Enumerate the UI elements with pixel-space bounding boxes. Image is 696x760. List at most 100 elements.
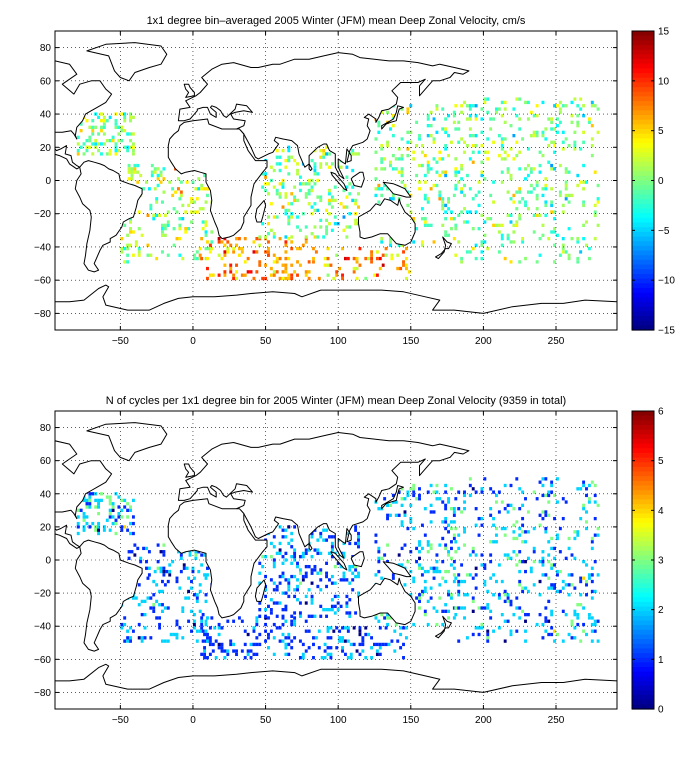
data-cell (438, 569, 442, 574)
data-cell (240, 246, 244, 251)
data-cell (310, 531, 314, 536)
data-cell (140, 599, 144, 604)
data-cell (287, 158, 291, 163)
data-cell (342, 571, 346, 575)
data-cell (326, 636, 330, 640)
data-cell (333, 581, 337, 585)
data-cell (348, 541, 352, 546)
data-cell (220, 646, 224, 650)
data-cell (325, 218, 329, 223)
data-cell (474, 573, 478, 577)
data-cell (403, 543, 407, 547)
data-cell (328, 608, 331, 612)
data-cell (168, 573, 172, 577)
data-cell (486, 603, 490, 607)
data-cell (590, 137, 594, 141)
data-cell (553, 629, 556, 633)
data-cell (179, 193, 183, 198)
data-cell (312, 246, 315, 251)
data-cell (426, 160, 430, 164)
data-cell (333, 215, 337, 219)
data-cell (474, 490, 478, 494)
data-cell (352, 256, 356, 261)
data-cell (457, 593, 461, 597)
data-cell (166, 253, 170, 257)
data-cell (357, 571, 360, 575)
data-cell (474, 210, 478, 214)
data-cell (412, 493, 416, 498)
x-tick-label: 0 (190, 715, 196, 726)
data-cell (471, 227, 475, 231)
data-cell (532, 130, 536, 134)
data-cell (587, 117, 591, 121)
data-cell (429, 543, 433, 547)
data-cell (298, 656, 302, 660)
data-cell (298, 581, 302, 585)
data-cell (547, 513, 551, 517)
data-cell (450, 596, 453, 600)
data-cell (346, 639, 350, 643)
data-cell (384, 642, 388, 647)
data-cell (503, 100, 507, 105)
data-cell (358, 652, 362, 657)
data-cell (100, 112, 103, 116)
data-cell (145, 566, 148, 570)
data-cell (547, 236, 551, 241)
data-cell (290, 215, 294, 219)
data-cell (358, 626, 362, 630)
data-cell (301, 642, 305, 647)
data-cell (441, 622, 445, 627)
data-cell (100, 152, 103, 156)
data-cell (296, 561, 299, 565)
data-cell (332, 629, 336, 633)
data-cell (284, 535, 288, 539)
data-cell (500, 170, 504, 174)
data-cell (149, 636, 153, 640)
data-cell (176, 187, 180, 191)
data-cell (396, 639, 400, 643)
land-north-america (55, 60, 113, 170)
data-cell (130, 167, 134, 171)
data-cell (85, 521, 89, 526)
data-cell (161, 609, 164, 613)
data-cell (567, 536, 571, 541)
data-cell (412, 157, 416, 161)
colorbar-tick-label: 5 (658, 456, 664, 467)
data-cell (272, 561, 276, 565)
data-cell (386, 516, 389, 521)
data-cell (126, 629, 130, 633)
data-cell (518, 97, 522, 101)
data-cell (296, 578, 299, 582)
data-cell (272, 601, 276, 605)
data-cell (290, 531, 294, 536)
data-cell (518, 127, 522, 131)
data-cell (284, 608, 288, 612)
data-cell (471, 150, 475, 154)
data-cell (261, 172, 265, 176)
data-cell (307, 629, 311, 633)
data-cell (325, 228, 329, 232)
data-cell (269, 273, 273, 277)
data-cell (441, 107, 445, 111)
data-cell (397, 243, 401, 247)
data-cell (272, 558, 276, 562)
data-cell (483, 233, 487, 237)
data-cell (558, 110, 562, 115)
data-cell (252, 642, 256, 647)
data-cell (444, 230, 448, 234)
data-cell (267, 192, 270, 196)
data-cell (576, 114, 580, 118)
data-cell (564, 583, 568, 587)
data-cell (355, 276, 359, 281)
data-cell (561, 516, 565, 521)
data-cell (497, 133, 501, 138)
data-cell (293, 619, 297, 623)
data-cells-southern-indian-acc (312, 626, 408, 660)
y-tick-label: 20 (40, 143, 52, 154)
data-cell (486, 97, 490, 101)
data-cell (88, 135, 92, 139)
data-cell (541, 636, 545, 640)
data-cell (444, 516, 448, 521)
data-cell (323, 656, 327, 660)
data-cell (457, 140, 461, 144)
